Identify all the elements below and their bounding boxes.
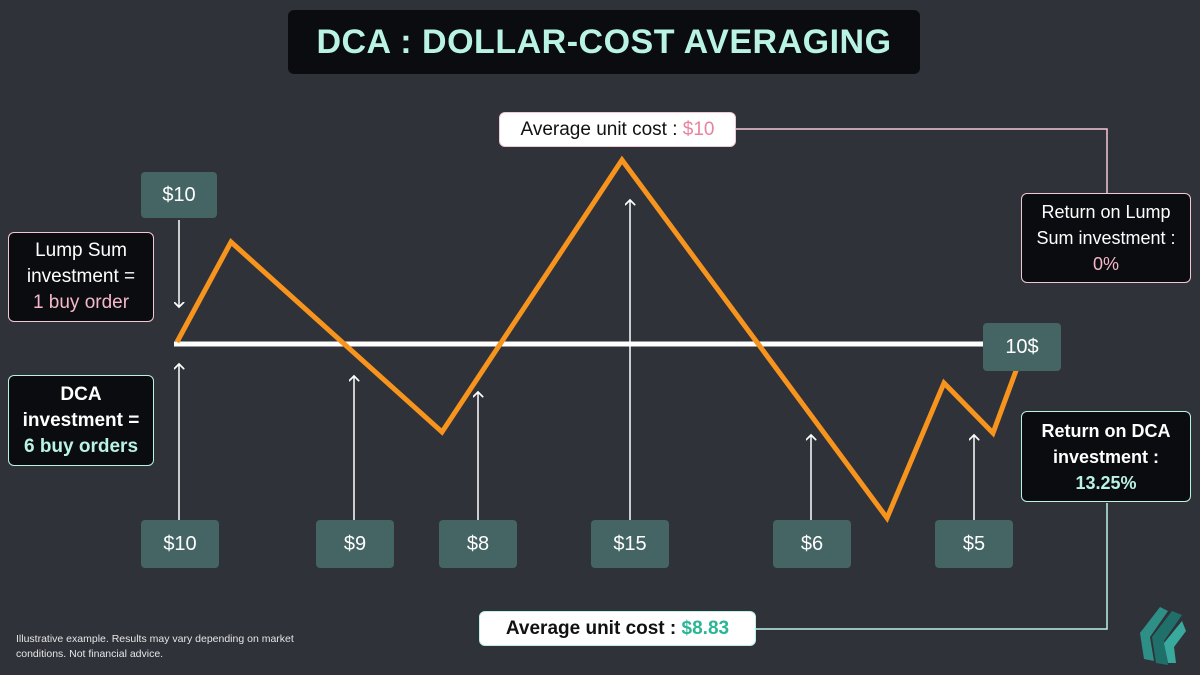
buy-order-price-2: $9 [316, 520, 394, 568]
reference-price-label: 10$ [983, 323, 1061, 371]
lump-sum-note: Lump Sum investment = 1 buy order [8, 232, 154, 322]
dca-connector-line [756, 503, 1108, 630]
return-lump-line1: Return on Lump [1041, 202, 1171, 222]
return-dca-line1: Return on DCA [1041, 420, 1171, 441]
buy-order-price-5: $6 [773, 520, 851, 568]
dca-line3: 6 buy orders [23, 435, 139, 457]
avg-cost-lump-value: $10 [682, 118, 715, 140]
return-dca-line2: investment : [1052, 446, 1160, 467]
dca-line2: investment = [22, 409, 140, 431]
avg-cost-dca-value: $8.83 [681, 617, 730, 639]
lump-sum-line1: Lump Sum [35, 240, 127, 261]
return-lump-value: 0% [1092, 254, 1119, 274]
lump-connector-line [736, 128, 1108, 193]
disclaimer: Illustrative example. Results may vary d… [16, 633, 294, 660]
lump-sum-line2: investment = [26, 266, 136, 287]
buy-order-price-6: $5 [935, 520, 1013, 568]
lump-sum-price-box: $10 [141, 172, 217, 218]
buy-order-price-3: $8 [439, 520, 517, 568]
return-dca-value: 13.25% [1075, 472, 1137, 493]
dca-note: DCA investment = 6 buy orders [8, 375, 154, 466]
page-title: DCA : DOLLAR-COST AVERAGING [288, 10, 920, 74]
lump-sum-line3: 1 buy order [32, 292, 130, 313]
avg-cost-dca-label: Average unit cost : [505, 617, 682, 639]
avg-cost-dca-box: Average unit cost : $8.83 [479, 611, 756, 646]
return-dca-box: Return on DCA investment : 13.25% [1021, 411, 1191, 502]
brand-logo-icon [1140, 607, 1186, 665]
buy-order-price-4: $15 [591, 520, 669, 568]
buy-order-price-1: $10 [141, 520, 219, 568]
avg-cost-lump-label: Average unit cost : [520, 118, 683, 140]
return-lump-box: Return on Lump Sum investment : 0% [1021, 193, 1191, 283]
avg-cost-lump-box: Average unit cost : $10 [499, 112, 736, 147]
return-lump-line2: Sum investment : [1036, 228, 1176, 248]
price-line [174, 155, 1020, 524]
dca-line1: DCA [60, 383, 102, 405]
